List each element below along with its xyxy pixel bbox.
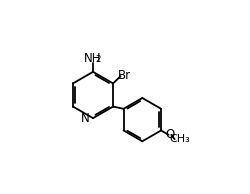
Text: NH: NH <box>84 52 101 65</box>
Text: 2: 2 <box>95 55 100 64</box>
Text: N: N <box>81 112 90 125</box>
Text: Br: Br <box>118 68 131 81</box>
Text: CH₃: CH₃ <box>169 134 190 144</box>
Text: O: O <box>166 128 175 141</box>
